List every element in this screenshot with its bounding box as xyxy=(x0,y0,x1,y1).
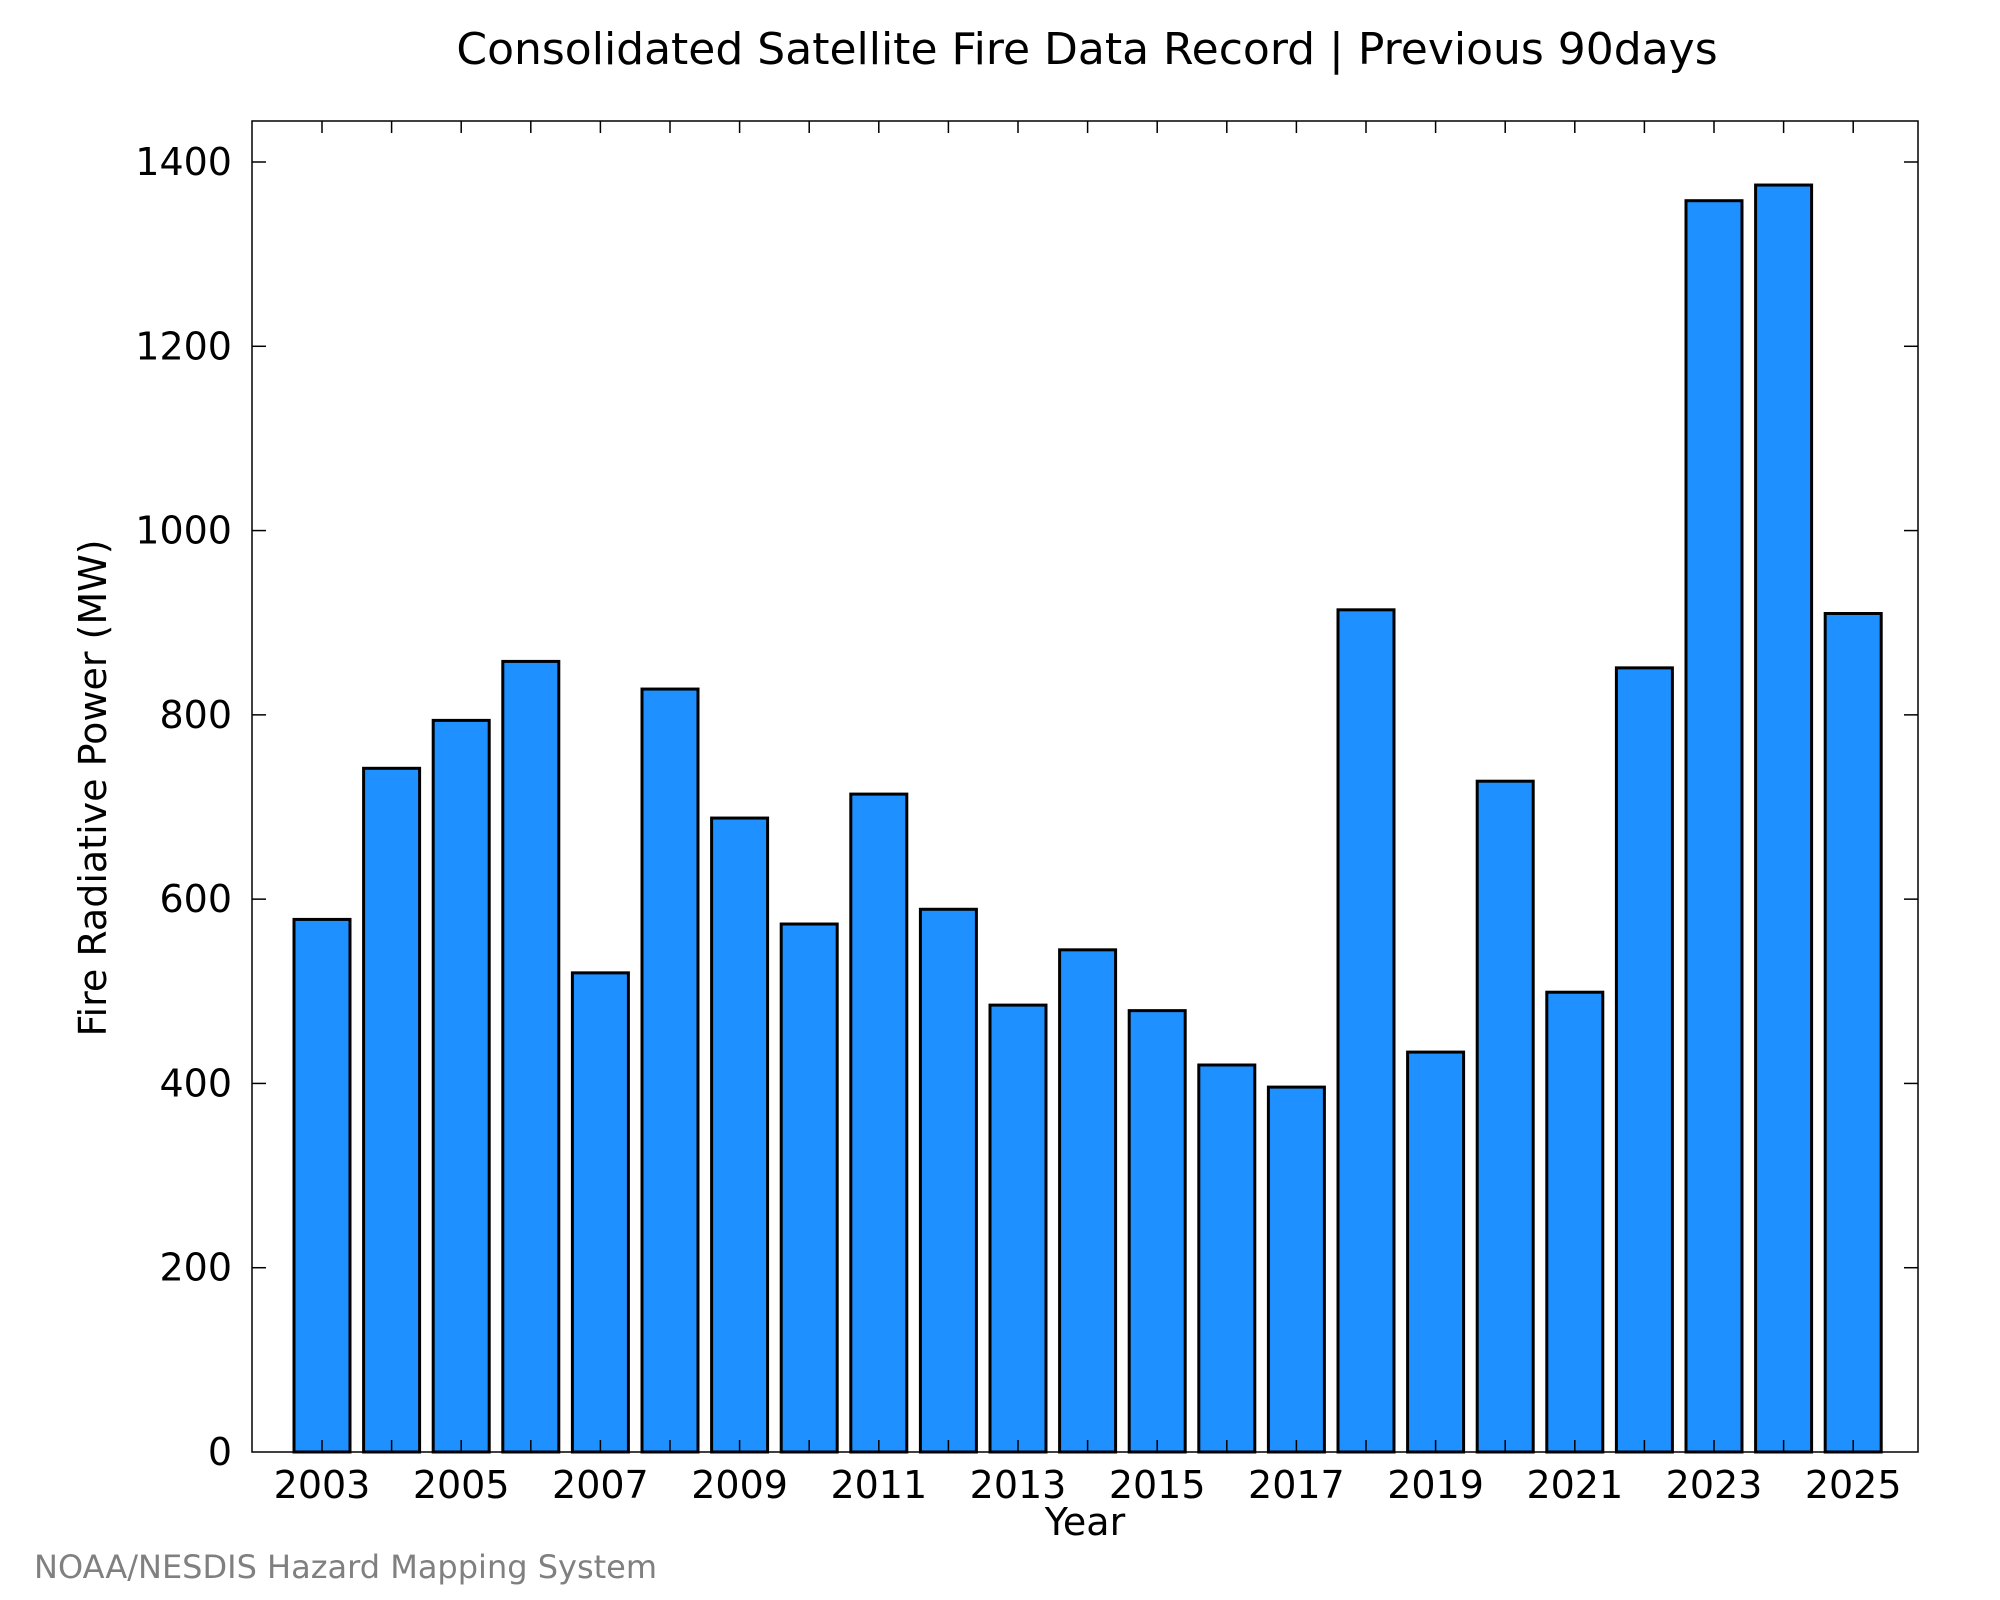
bar-2016 xyxy=(1197,1063,1257,1454)
x-tick-label: 2015 xyxy=(1109,1463,1206,1507)
y-tick-label: 1200 xyxy=(135,324,232,368)
bar-2003 xyxy=(292,917,352,1454)
bar-2004 xyxy=(362,766,422,1454)
bar-2025 xyxy=(1823,612,1883,1454)
y-tick-label: 600 xyxy=(159,877,232,921)
plot-frame xyxy=(251,120,1919,1453)
bar-2015 xyxy=(1127,1009,1187,1454)
bar-2007 xyxy=(570,971,630,1454)
x-tick-label: 2017 xyxy=(1248,1463,1345,1507)
bar-2018 xyxy=(1336,608,1396,1454)
bar-2024 xyxy=(1754,183,1814,1454)
bar-2014 xyxy=(1058,948,1118,1454)
bar-2020 xyxy=(1475,779,1535,1454)
x-tick-label: 2021 xyxy=(1526,1463,1623,1507)
bar-2009 xyxy=(710,816,770,1454)
x-tick-label: 2019 xyxy=(1387,1463,1484,1507)
bar-2008 xyxy=(640,687,700,1454)
bar-2017 xyxy=(1266,1085,1326,1454)
y-axis-label: Fire Radiative Power (MW) xyxy=(71,539,115,1036)
x-tick-label: 2007 xyxy=(552,1463,649,1507)
bar-2011 xyxy=(849,792,909,1454)
bar-2012 xyxy=(918,907,978,1454)
y-tick-label: 1400 xyxy=(135,140,232,184)
bar-2005 xyxy=(431,718,491,1454)
bar-2006 xyxy=(501,659,561,1454)
x-tick-label: 2011 xyxy=(830,1463,927,1507)
chart-title: Consolidated Satellite Fire Data Record … xyxy=(456,24,1717,75)
bar-2013 xyxy=(988,1003,1048,1454)
bar-2023 xyxy=(1684,199,1744,1454)
x-tick-label: 2009 xyxy=(691,1463,788,1507)
x-axis-ticks: 2003 2005 2007 2009 2011 2013 2015 2017 2019 2021… xyxy=(274,121,1902,1507)
y-tick-label: 1000 xyxy=(135,509,232,553)
y-tick-label: 200 xyxy=(159,1246,232,1290)
y-tick-label: 400 xyxy=(159,1061,232,1105)
bar-2022 xyxy=(1614,666,1674,1454)
y-tick-label: 800 xyxy=(159,693,232,737)
credit-text: NOAA/NESDIS Hazard Mapping System xyxy=(34,1548,657,1586)
x-tick-label: 2023 xyxy=(1666,1463,1763,1507)
bar-2021 xyxy=(1545,990,1605,1454)
y-tick-label: 0 xyxy=(208,1430,232,1474)
x-axis-label: Year xyxy=(1044,1500,1126,1544)
x-tick-label: 2003 xyxy=(274,1463,371,1507)
bar-2019 xyxy=(1406,1050,1466,1454)
bars-group xyxy=(292,183,1883,1454)
x-tick-label: 2005 xyxy=(413,1463,510,1507)
y-axis-ticks: 0 200 400 600 800 1000 1200 1400 xyxy=(135,140,1918,1474)
x-tick-label: 2025 xyxy=(1805,1463,1902,1507)
bar-2010 xyxy=(779,922,839,1454)
x-tick-label: 2013 xyxy=(970,1463,1067,1507)
